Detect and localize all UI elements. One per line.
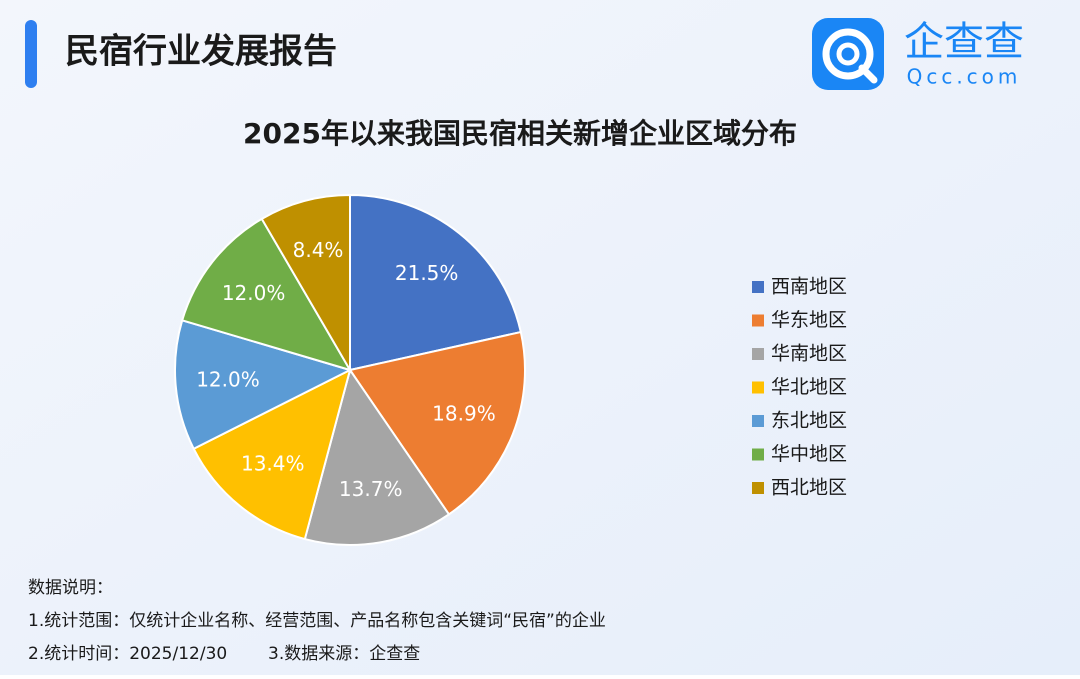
legend-label: 华中地区	[771, 443, 847, 465]
note-line: 2.统计时间：2025/12/30	[28, 644, 227, 664]
legend-label: 西北地区	[771, 477, 847, 499]
slice-label: 8.4%	[293, 238, 344, 262]
slice-label: 18.9%	[432, 401, 496, 425]
legend-label: 华东地区	[771, 309, 847, 331]
logo-name: 企查查	[904, 19, 1024, 65]
title-accent	[25, 20, 37, 88]
chart-title: 2025年以来我国民宿相关新增企业区域分布	[243, 117, 797, 150]
legend-swatch	[752, 281, 764, 293]
legend-label: 华南地区	[771, 343, 847, 365]
logo-ring	[822, 28, 874, 80]
legend-label: 东北地区	[771, 410, 847, 432]
slice-label: 13.4%	[241, 452, 305, 476]
note-line: 3.数据来源：企查查	[268, 644, 420, 664]
legend-swatch	[752, 415, 764, 427]
pie-slice	[180, 217, 353, 372]
pie-slice	[303, 367, 451, 546]
pie-slice	[260, 193, 351, 374]
legend-swatch	[752, 381, 764, 394]
legend-label: 华北地区	[771, 376, 847, 398]
legend-label: 西南地区	[771, 276, 847, 298]
note-line: 1.统计范围：仅统计企业名称、经营范围、产品名称包含关键词“民宿”的企业	[28, 611, 606, 631]
pie-slice	[192, 368, 352, 541]
legend-swatch	[752, 314, 764, 327]
logo-domain: Qcc.com	[907, 65, 1022, 89]
pie-slice	[174, 319, 353, 451]
legend-swatch	[752, 482, 764, 494]
legend-swatch	[752, 448, 764, 461]
slice-label: 13.7%	[339, 477, 403, 501]
logo-ring-inner	[836, 42, 860, 66]
slice-label: 12.0%	[196, 367, 260, 391]
slice-label: 21.5%	[395, 261, 459, 285]
notes-heading: 数据说明：	[28, 578, 113, 598]
pie-slice	[349, 193, 523, 372]
pie-slice	[348, 330, 526, 516]
report-title: 民宿行业发展报告	[65, 32, 337, 72]
slice-label: 12.0%	[222, 281, 286, 305]
legend-swatch	[752, 348, 764, 360]
logo-tail	[858, 64, 878, 84]
